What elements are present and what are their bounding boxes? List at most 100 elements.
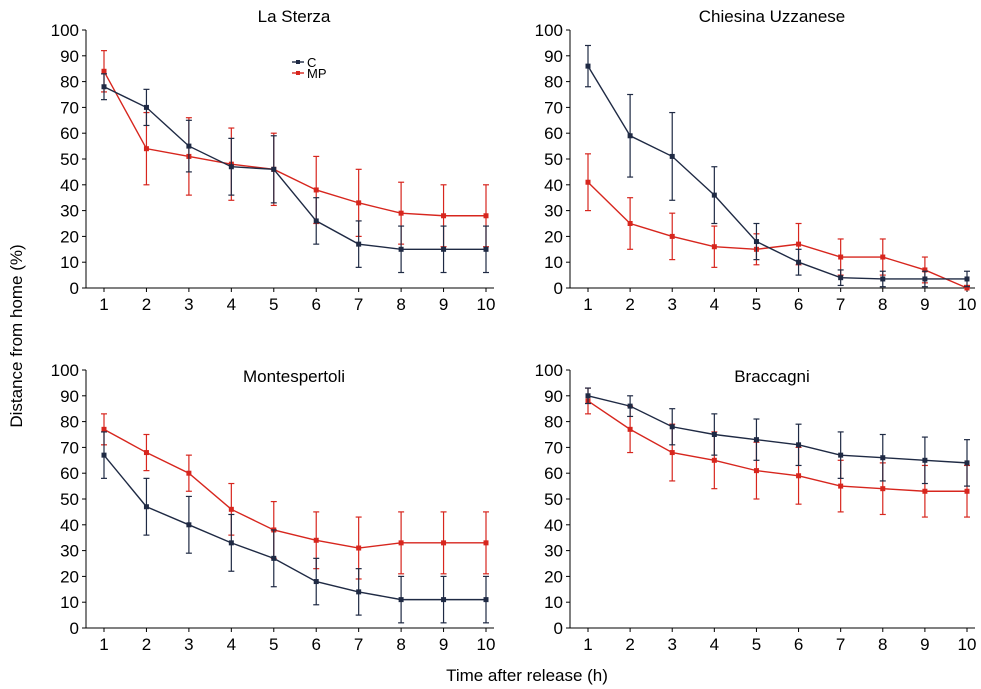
y-tick-label: 20 — [60, 227, 79, 246]
x-tick-label: 9 — [920, 295, 929, 314]
data-point — [711, 244, 717, 250]
panel-title: Montespertoli — [243, 367, 345, 386]
x-tick-label: 6 — [794, 635, 803, 654]
panel-4: Braccagni 0 10 20 30 40 50 60 70 80 90 100 1 2 3 4 5 6 7 8 9… — [535, 361, 977, 654]
x-tick-label: 7 — [354, 295, 363, 314]
data-point — [669, 424, 675, 430]
x-tick-label: 5 — [269, 635, 278, 654]
data-point — [585, 393, 591, 399]
data-point — [964, 460, 970, 466]
legend-label: MP — [307, 66, 327, 81]
data-point — [922, 457, 928, 463]
x-tick-label: 9 — [439, 635, 448, 654]
y-tick-label: 60 — [60, 124, 79, 143]
panel-2: Chiesina Uzzanese 0 10 20 30 40 50 60 70 80 90 100 1… — [535, 7, 977, 314]
data-point — [796, 241, 802, 247]
data-point — [313, 579, 319, 585]
series-c — [101, 73, 489, 274]
data-point — [441, 246, 447, 252]
y-tick-label: 30 — [544, 542, 563, 561]
x-tick-label: 5 — [752, 295, 761, 314]
legend-label: C — [307, 55, 316, 70]
data-point — [271, 166, 277, 172]
panel-title: La Sterza — [258, 7, 331, 26]
data-point — [101, 452, 107, 458]
series-line — [103, 86, 486, 251]
series-line — [587, 400, 967, 492]
data-point — [228, 164, 234, 170]
y-tick-label: 50 — [60, 150, 79, 169]
data-point — [753, 437, 759, 443]
data-point — [143, 504, 149, 510]
data-point — [796, 473, 802, 479]
data-point — [441, 597, 447, 603]
data-point — [356, 589, 362, 595]
series-c — [101, 431, 489, 624]
data-point — [753, 468, 759, 474]
x-tick-label: 1 — [583, 295, 592, 314]
x-axis-title: Time after release (h) — [446, 666, 608, 685]
y-tick-label: 40 — [60, 176, 79, 195]
data-point — [101, 426, 107, 432]
data-point — [838, 254, 844, 260]
y-tick-label: 90 — [544, 47, 563, 66]
y-tick-label: 30 — [60, 202, 79, 221]
y-tick-label: 50 — [60, 490, 79, 509]
data-point — [711, 192, 717, 198]
series-c — [585, 387, 970, 487]
y-tick-label: 40 — [544, 176, 563, 195]
series-line — [103, 70, 486, 217]
data-point — [880, 276, 886, 282]
y-tick-label: 50 — [544, 490, 563, 509]
x-tick-label: 7 — [836, 635, 845, 654]
data-point — [356, 545, 362, 551]
data-point — [186, 522, 192, 528]
y-tick-label: 70 — [544, 98, 563, 117]
series-line — [587, 181, 968, 289]
legend: CMP — [292, 55, 327, 81]
data-point — [441, 213, 447, 219]
x-tick-label: 1 — [583, 635, 592, 654]
data-point — [483, 597, 489, 603]
panel-3: Montespertoli 0 10 20 30 40 50 60 70 80 90 100 1 2 3 4 5… — [51, 361, 496, 654]
data-point — [922, 276, 928, 282]
data-point — [627, 426, 633, 432]
series-line — [103, 428, 486, 549]
y-tick-label: 10 — [60, 593, 79, 612]
data-point — [838, 275, 844, 281]
data-point — [356, 200, 362, 206]
series-line — [587, 395, 968, 464]
data-point — [313, 187, 319, 193]
y-tick-label: 40 — [544, 516, 563, 535]
y-tick-label: 60 — [544, 464, 563, 483]
x-tick-label: 3 — [667, 635, 676, 654]
x-tick-label: 8 — [878, 635, 887, 654]
x-tick-label: 4 — [227, 295, 236, 314]
data-point — [398, 246, 404, 252]
x-tick-label: 8 — [396, 295, 405, 314]
x-tick-label: 7 — [354, 635, 363, 654]
x-tick-label: 3 — [184, 635, 193, 654]
data-point — [922, 267, 928, 273]
data-point — [838, 452, 844, 458]
x-tick-label: 9 — [439, 295, 448, 314]
data-point — [627, 403, 633, 409]
y-tick-label: 20 — [544, 567, 563, 586]
data-point — [711, 457, 717, 463]
y-tick-label: 80 — [544, 413, 563, 432]
data-point — [483, 213, 489, 219]
x-tick-label: 10 — [958, 635, 977, 654]
data-point — [356, 241, 362, 247]
y-tick-label: 30 — [60, 542, 79, 561]
data-point — [880, 455, 886, 461]
y-tick-label: 90 — [60, 387, 79, 406]
x-tick-label: 2 — [625, 635, 634, 654]
x-tick-label: 10 — [477, 635, 496, 654]
y-tick-label: 50 — [544, 150, 563, 169]
data-point — [186, 470, 192, 476]
data-point — [627, 133, 633, 139]
x-tick-label: 6 — [311, 295, 320, 314]
y-tick-label: 90 — [544, 387, 563, 406]
y-tick-label: 0 — [70, 279, 79, 298]
